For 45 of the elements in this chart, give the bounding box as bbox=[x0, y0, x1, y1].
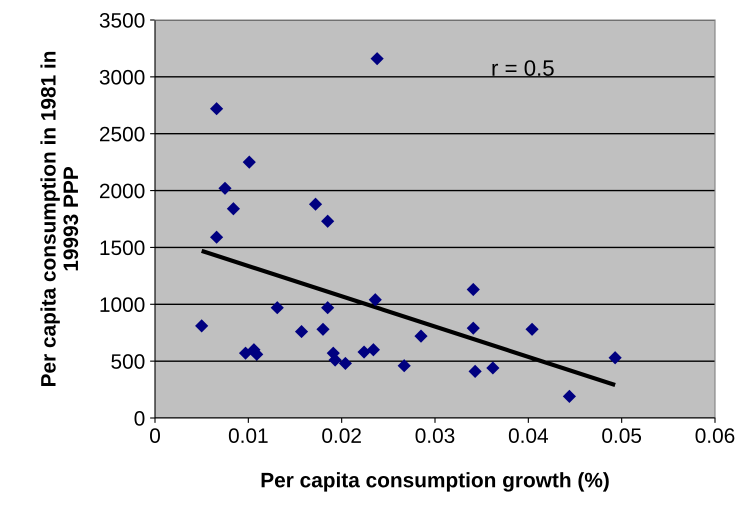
point bbox=[321, 301, 334, 314]
y-tick-label: 2500 bbox=[100, 126, 144, 142]
point bbox=[414, 330, 428, 343]
point bbox=[270, 301, 284, 314]
point bbox=[398, 359, 411, 372]
point bbox=[608, 351, 622, 364]
y-tick-label: 3000 bbox=[100, 70, 144, 85]
y-tick-label: 0 bbox=[134, 411, 144, 426]
y-tick-label: 1000 bbox=[100, 297, 144, 312]
point bbox=[238, 346, 252, 360]
x-tick-label: 0.05 bbox=[602, 428, 642, 444]
x-tick-label: 0 bbox=[150, 428, 160, 444]
point bbox=[486, 361, 500, 375]
point bbox=[338, 356, 352, 370]
y-axis-title: Per capita consumption in 1981 in 19993 PPP bbox=[40, 52, 78, 386]
x-tick-label: 0.02 bbox=[322, 428, 361, 444]
x-tick-label: 0.04 bbox=[508, 428, 548, 444]
point bbox=[562, 390, 576, 403]
x-tick-label: 0.03 bbox=[416, 428, 454, 444]
point bbox=[468, 364, 482, 378]
point bbox=[316, 322, 330, 336]
point bbox=[210, 102, 224, 116]
y-tick-label: 3500 bbox=[100, 13, 144, 28]
point bbox=[210, 230, 224, 244]
point bbox=[195, 319, 208, 332]
point bbox=[242, 156, 256, 169]
point bbox=[368, 293, 382, 306]
point bbox=[321, 214, 334, 228]
point bbox=[357, 345, 371, 359]
point bbox=[525, 322, 539, 336]
point bbox=[294, 324, 308, 338]
x-tick-label: 0.06 bbox=[696, 428, 734, 444]
point bbox=[366, 343, 380, 356]
y-tick-label: 1500 bbox=[100, 240, 144, 256]
point bbox=[218, 182, 232, 195]
point bbox=[226, 202, 240, 216]
y-tick-label: 500 bbox=[111, 354, 144, 369]
point bbox=[370, 52, 384, 66]
annotation: r = 0.5 bbox=[492, 60, 554, 76]
y-tick-label: 2000 bbox=[100, 184, 144, 198]
point bbox=[466, 322, 480, 335]
x-axis-title: Per capita consumption growth (%) bbox=[262, 472, 609, 492]
x-tick-label: 0.01 bbox=[228, 428, 268, 444]
point bbox=[308, 198, 322, 211]
point bbox=[466, 282, 480, 296]
